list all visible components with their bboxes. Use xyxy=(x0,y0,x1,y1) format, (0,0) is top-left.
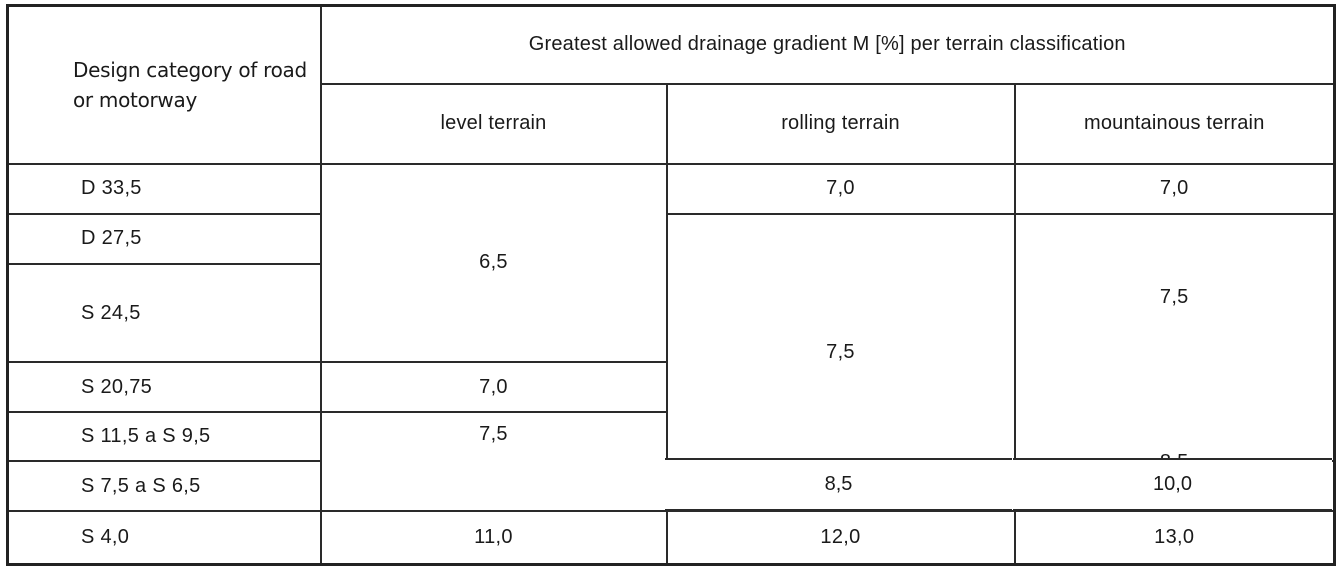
cell-mountainous-10-0: 10,0 xyxy=(1013,458,1332,511)
row-label-s-11-5-a-s-9-5: S 11,5 a S 9,5 xyxy=(6,411,322,463)
header-level-terrain: level terrain xyxy=(319,82,668,165)
cell-level-6-5: 6,5 xyxy=(319,162,668,364)
header-mountainous-terrain: mountainous terrain xyxy=(1013,82,1336,165)
cell-rolling-7-0: 7,0 xyxy=(665,162,1016,215)
header-gradient-group-text: Greatest allowed drainage gradient M [%]… xyxy=(528,33,1126,56)
cell-mountainous-7-0: 7,0 xyxy=(1013,162,1336,215)
cell-mountainous-7-5: 7,5 xyxy=(1013,212,1336,463)
row-label-d-33-5: D 33,5 xyxy=(6,162,322,215)
header-design-category-text: Design category of road or motorway xyxy=(73,57,307,112)
cell-mountainous-13-0: 13,0 xyxy=(1013,510,1336,566)
header-gradient-group: Greatest allowed drainage gradient M [%]… xyxy=(319,4,1336,85)
row-label-s-4-0: S 4,0 xyxy=(6,510,322,566)
row-label-s-20-75: S 20,75 xyxy=(6,361,322,414)
row-label-d-27-5: D 27,5 xyxy=(6,212,322,265)
row-label-s-24-5: S 24,5 xyxy=(6,262,322,364)
drainage-gradient-table: Design category of road or motorway Grea… xyxy=(6,4,1336,566)
row-label-s-7-5-a-s-6-5: S 7,5 a S 6,5 xyxy=(6,460,322,513)
cell-rolling-12-0: 12,0 xyxy=(665,510,1016,566)
header-rolling-terrain: rolling terrain xyxy=(665,82,1016,165)
cell-level-7-0: 7,0 xyxy=(319,361,668,414)
cell-level-7-5: 7,5 xyxy=(319,411,668,513)
cell-level-11-0: 11,0 xyxy=(319,510,668,566)
header-design-category: Design category of road or motorway xyxy=(6,4,322,165)
cell-rolling-8-5: 8,5 xyxy=(665,458,1012,511)
